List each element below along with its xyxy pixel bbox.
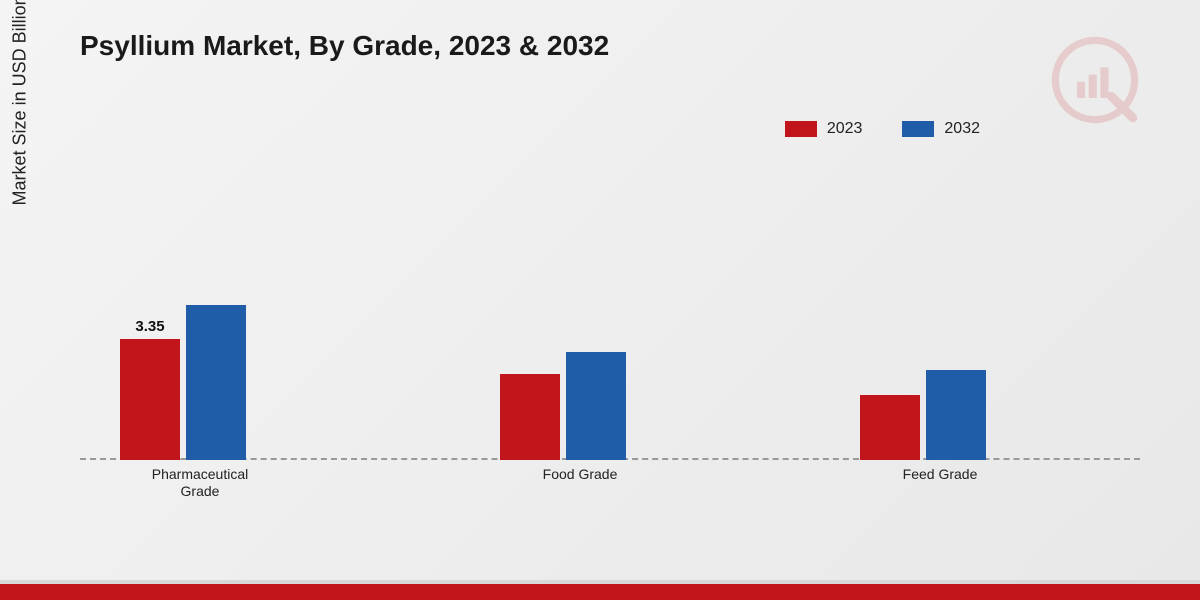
legend-label-2032: 2032: [944, 120, 980, 138]
category-label: PharmaceuticalGrade: [100, 466, 300, 500]
bar-2032: [186, 305, 246, 460]
bar-2032: [926, 370, 986, 460]
chart-title: Psyllium Market, By Grade, 2023 & 2032: [80, 30, 609, 62]
legend-item-2032: 2032: [902, 120, 980, 138]
category-label: Feed Grade: [840, 466, 1040, 483]
legend-swatch-2032: [902, 121, 934, 137]
legend-label-2023: 2023: [827, 120, 863, 138]
legend: 2023 2032: [785, 120, 980, 138]
chart-area: 3.35 PharmaceuticalGrade Food Grade Feed Gr…: [80, 160, 1140, 500]
bar-2032: [566, 352, 626, 460]
bar-2023: [500, 374, 560, 460]
bar-2023: [860, 395, 920, 460]
legend-swatch-2023: [785, 121, 817, 137]
category-label: Food Grade: [480, 466, 680, 483]
bar-value-label: 3.35: [120, 318, 180, 335]
legend-item-2023: 2023: [785, 120, 863, 138]
watermark-logo-icon: [1050, 35, 1140, 125]
footer-accent-bar: [0, 584, 1200, 600]
bar-2023: [120, 339, 180, 460]
y-axis-label: Market Size in USD Billion: [10, 0, 31, 205]
page-root: Psyllium Market, By Grade, 2023 & 2032 2…: [0, 0, 1200, 600]
